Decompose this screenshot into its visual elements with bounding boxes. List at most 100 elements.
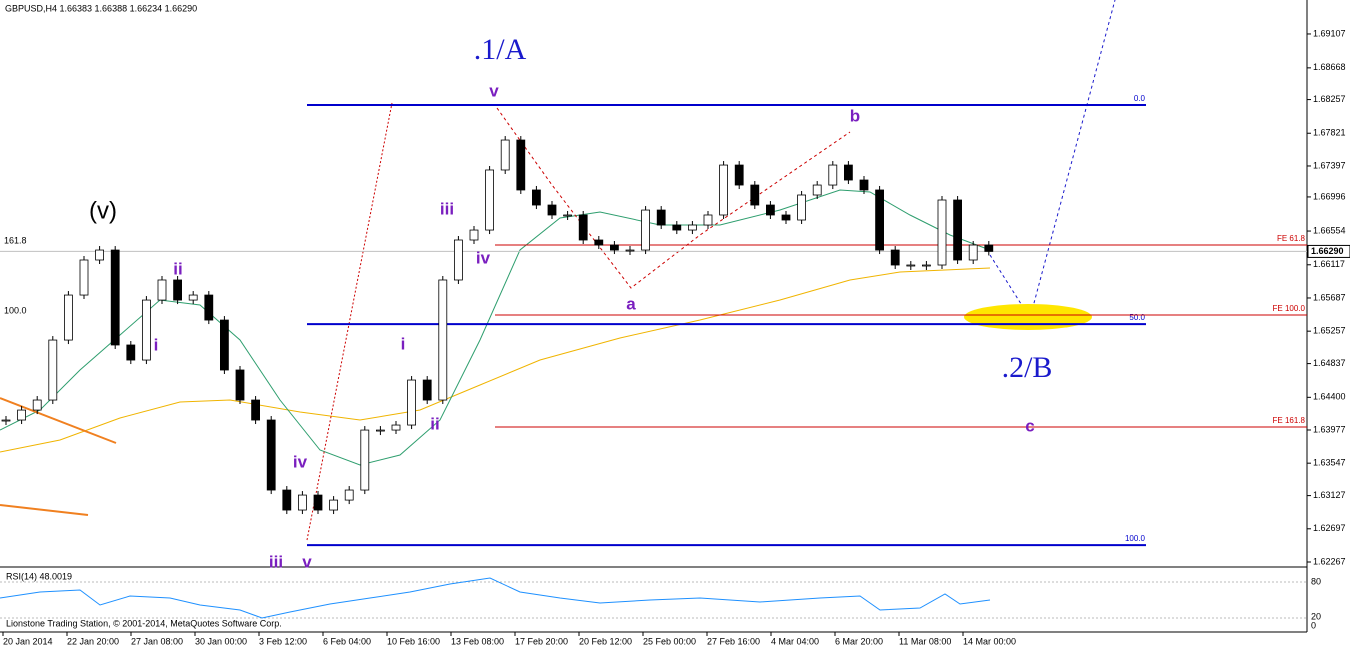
footer: Lionstone Trading Station, © 2001-2014, …: [6, 618, 282, 628]
candle: [32, 399, 42, 411]
x-tick-label: 6 Feb 04:00: [323, 636, 371, 646]
level-label: FE 61.8: [1277, 234, 1306, 243]
candle: [984, 244, 994, 252]
candle: [235, 369, 245, 401]
candle: [656, 209, 666, 226]
candle: [703, 214, 713, 226]
x-tick-label: 6 Mar 20:00: [835, 636, 883, 646]
rsi-line: [0, 577, 991, 619]
candle: [734, 164, 744, 186]
degree-label: .1/A: [474, 33, 527, 66]
candle: [141, 299, 151, 361]
trend-line: [0, 504, 89, 516]
candle: [1, 419, 11, 422]
wave-path: [496, 107, 851, 289]
y-tick-label: 1.66117: [1313, 259, 1345, 269]
wave-label: i: [401, 334, 406, 353]
candle: [375, 429, 385, 432]
wave-label: c: [1025, 416, 1034, 435]
y-tick-label: 1.64837: [1313, 358, 1346, 368]
candle: [547, 204, 557, 216]
candle: [500, 139, 510, 171]
candle: [313, 494, 323, 511]
y-tick-label: 1.62267: [1313, 556, 1346, 566]
candle: [266, 419, 276, 491]
chart-title: GBPUSD,H4 1.66383 1.66388 1.66234 1.6629…: [5, 3, 197, 13]
level-label: 50.0: [1129, 313, 1145, 322]
x-tick-label: 13 Feb 08:00: [451, 636, 504, 646]
candle: [391, 424, 401, 431]
y-tick-label: 1.68257: [1313, 94, 1346, 104]
x-tick-label: 14 Mar 00:00: [963, 636, 1016, 646]
x-tick-label: 22 Jan 20:00: [67, 636, 119, 646]
y-tick-label: 1.66554: [1313, 225, 1346, 235]
candle: [812, 184, 822, 196]
y-tick-label: 1.67821: [1313, 128, 1346, 138]
slow-ma: [0, 267, 991, 453]
candle: [828, 164, 838, 186]
candle: [219, 319, 229, 371]
candle: [797, 194, 806, 221]
x-tick-label: 3 Feb 12:00: [259, 636, 307, 646]
candle: [968, 244, 978, 261]
x-tick-label: 20 Jan 2014: [3, 636, 53, 646]
x-tick-label: 17 Feb 20:00: [515, 636, 568, 646]
candle: [173, 279, 183, 301]
wave-label: ii: [430, 414, 439, 433]
left-fib-label: 100.0: [4, 305, 27, 315]
y-tick-label: 1.65687: [1313, 292, 1346, 302]
x-tick-label: 10 Feb 16:00: [387, 636, 440, 646]
candle: [469, 229, 479, 241]
candle: [532, 189, 541, 206]
candle: [625, 249, 635, 252]
level-label: 100.0: [1125, 534, 1146, 543]
candle: [875, 189, 884, 251]
candle: [282, 489, 292, 511]
wave-label: a: [626, 294, 636, 313]
candle: [79, 259, 89, 296]
x-tick-label: 11 Mar 08:00: [899, 636, 951, 646]
x-tick-label: 30 Jan 00:00: [195, 636, 247, 646]
current-price-label: 1.66290: [1311, 246, 1344, 256]
level-label: FE 161.8: [1273, 416, 1306, 425]
x-tick-label: 4 Mar 04:00: [771, 636, 819, 646]
candle: [204, 294, 214, 321]
wave-label: iv: [476, 248, 491, 267]
candle: [890, 249, 900, 266]
candle: [937, 199, 947, 266]
candle: [438, 279, 448, 401]
wave-label: i: [154, 335, 159, 354]
wave-label: v: [302, 552, 312, 571]
rsi-tick: 20: [1311, 611, 1321, 621]
candle: [157, 279, 167, 301]
candle: [563, 214, 572, 217]
target-zone: [964, 304, 1092, 330]
candle: [485, 169, 495, 231]
rsi-tick: 0: [1311, 620, 1316, 630]
level-label: FE 100.0: [1273, 304, 1306, 313]
candle: [188, 294, 198, 301]
candle: [922, 264, 931, 267]
candle: [126, 344, 136, 361]
candle: [453, 239, 463, 281]
wave-label: ii: [173, 259, 182, 278]
candle: [766, 204, 775, 216]
candle: [110, 249, 120, 346]
level-label: 0.0: [1134, 94, 1146, 103]
x-tick-label: 20 Feb 12:00: [579, 636, 632, 646]
wave-label: iii: [269, 552, 283, 571]
candle: [516, 139, 526, 191]
candle: [719, 164, 728, 216]
left-fib-label: 161.8: [4, 235, 27, 245]
y-tick-label: 1.69107: [1313, 28, 1346, 38]
y-tick-label: 1.63547: [1313, 458, 1346, 468]
candle: [688, 224, 697, 231]
degree-label: .2/B: [1002, 351, 1053, 384]
candle: [344, 489, 354, 501]
candle: [17, 409, 27, 421]
candle: [953, 199, 962, 261]
y-tick-label: 1.64400: [1313, 392, 1346, 402]
y-tick-label: 1.63127: [1313, 490, 1346, 500]
candle: [422, 379, 432, 401]
